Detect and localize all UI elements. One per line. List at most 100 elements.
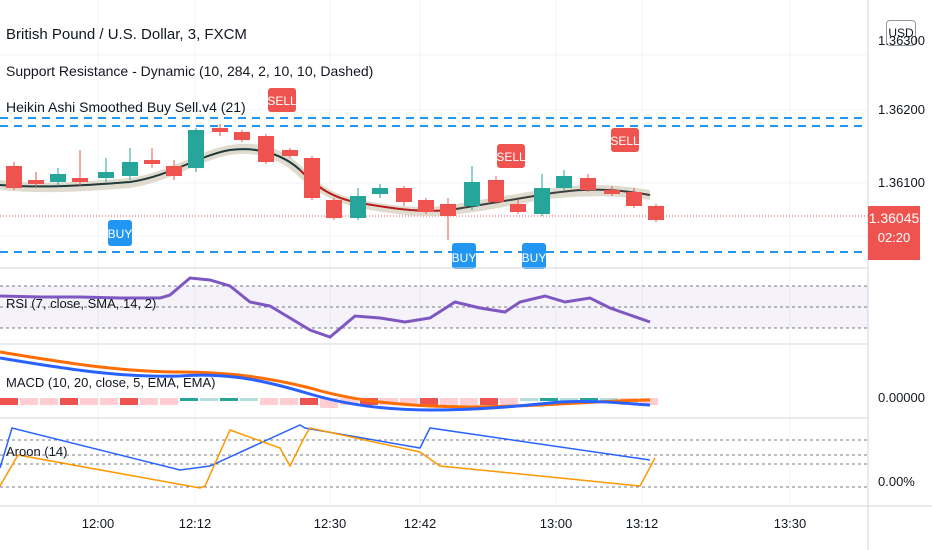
candle-body	[72, 178, 88, 182]
buy-signal-text: BUY	[522, 251, 547, 265]
candle-body	[464, 182, 480, 206]
candle-body	[580, 178, 596, 190]
candle-body	[488, 180, 504, 202]
macd-line	[0, 356, 651, 412]
macd-signal-line	[0, 350, 651, 409]
macd-histogram-bar	[580, 398, 598, 401]
sell-signal-marker	[268, 88, 296, 112]
macd-histogram-bar	[560, 398, 578, 401]
candlestick-series	[6, 124, 664, 240]
candle-body	[648, 206, 664, 220]
macd-histogram-bar	[240, 398, 258, 401]
candle-body	[396, 188, 412, 202]
candle-body	[50, 174, 66, 182]
macd-histogram-bar	[540, 398, 558, 401]
macd-histogram-bar	[40, 398, 58, 405]
sell-signal-marker	[611, 128, 639, 152]
candle-body	[28, 180, 44, 184]
candle-body	[258, 136, 274, 162]
macd-histogram-bar	[180, 398, 198, 401]
buy-signal-marker	[108, 220, 132, 246]
candle-body	[510, 204, 526, 212]
macd-histogram-bar	[280, 398, 298, 405]
last-price-value: 1.36045	[868, 210, 920, 226]
symbol-title[interactable]: British Pound / U.S. Dollar, 3, FXCM	[6, 26, 247, 43]
time-axis-label: 12:30	[313, 516, 347, 531]
rsi-label[interactable]: RSI (7, close, SMA, 14, 2)	[6, 296, 157, 311]
signal-markers: SELL SELL SELL BUY BUY BUY	[108, 88, 640, 269]
indicator-support-resistance-label[interactable]: Support Resistance - Dynamic (10, 284, 2…	[6, 63, 374, 79]
macd-histogram-bar	[220, 398, 238, 401]
macd-axis-value: 0.00000	[878, 390, 925, 405]
macd-histogram-bar	[160, 398, 178, 405]
macd-histogram-bar	[60, 398, 78, 405]
bar-countdown: 02:20	[877, 230, 911, 245]
macd-histogram-bar	[300, 398, 318, 405]
rsi-pane[interactable]	[0, 276, 868, 339]
candle-body	[604, 190, 620, 194]
time-axis-label: 13:30	[773, 516, 807, 531]
candle-body	[556, 176, 572, 188]
aroon-pane[interactable]	[0, 424, 868, 489]
last-price-tag: 1.36045 02:20	[868, 206, 920, 260]
candle-body	[372, 188, 388, 194]
candle-body	[440, 204, 456, 216]
macd-histogram-bar	[440, 398, 458, 405]
macd-label[interactable]: MACD (10, 20, close, 5, EMA, EMA)	[6, 375, 216, 390]
sell-signal-text: SELL	[267, 94, 297, 108]
candle-body	[188, 130, 204, 168]
candle-body	[212, 128, 228, 132]
macd-histogram-bar	[0, 398, 18, 405]
candle-body	[626, 192, 642, 206]
candle-body	[98, 172, 114, 178]
sell-signal-text: SELL	[610, 134, 640, 148]
candle-body	[418, 200, 434, 212]
candle-body	[350, 196, 366, 218]
candle-body	[144, 160, 160, 164]
macd-histogram-bar	[520, 398, 538, 401]
candle-body	[326, 200, 342, 218]
candle-body	[234, 132, 250, 140]
candle-body	[6, 166, 22, 188]
macd-pane[interactable]	[0, 350, 658, 412]
aroon-down-line	[0, 427, 656, 489]
time-axis-label: 12:00	[81, 516, 115, 531]
time-axis-label: 12:42	[403, 516, 437, 531]
rsi-line	[0, 276, 651, 339]
candle-body	[282, 150, 298, 156]
buy-signal-marker	[522, 243, 546, 269]
candle-body	[166, 166, 182, 176]
candle-body	[304, 158, 320, 198]
aroon-label[interactable]: Aroon (14)	[6, 444, 68, 459]
macd-histogram-bar	[140, 398, 158, 405]
macd-histogram-bar	[420, 398, 438, 405]
macd-histogram-bar	[80, 398, 98, 405]
macd-histogram-bar	[120, 398, 138, 405]
macd-histogram-bar	[320, 398, 338, 408]
buy-signal-text: BUY	[452, 251, 477, 265]
aroon-axis-value: 0.00%	[878, 474, 915, 489]
candle-body	[122, 162, 138, 176]
candle-body	[534, 188, 550, 214]
sell-signal-text: SELL	[496, 150, 526, 164]
price-axis-label: 1.36100	[878, 175, 925, 190]
time-axis-label: 13:12	[625, 516, 659, 531]
currency-button[interactable]: USD	[886, 20, 916, 46]
indicator-heikin-ashi-label[interactable]: Heikin Ashi Smoothed Buy Sell.v4 (21)	[6, 99, 246, 115]
time-axis-label: 12:12	[178, 516, 212, 531]
price-pane[interactable]	[0, 0, 868, 505]
sell-signal-marker	[497, 144, 525, 168]
price-axis-label: 1.36300	[878, 33, 925, 48]
aroon-up-line	[0, 424, 651, 471]
macd-histogram-bar	[460, 398, 478, 405]
time-axis-label: 13:00	[539, 516, 573, 531]
macd-histogram-bar	[20, 398, 38, 405]
macd-histogram-bar	[200, 398, 218, 401]
macd-histogram-bar	[100, 398, 118, 405]
macd-histogram-bar	[480, 398, 498, 405]
macd-histogram-bar	[340, 398, 358, 405]
macd-histogram-bar	[260, 398, 278, 405]
macd-histogram-bar	[400, 398, 418, 405]
